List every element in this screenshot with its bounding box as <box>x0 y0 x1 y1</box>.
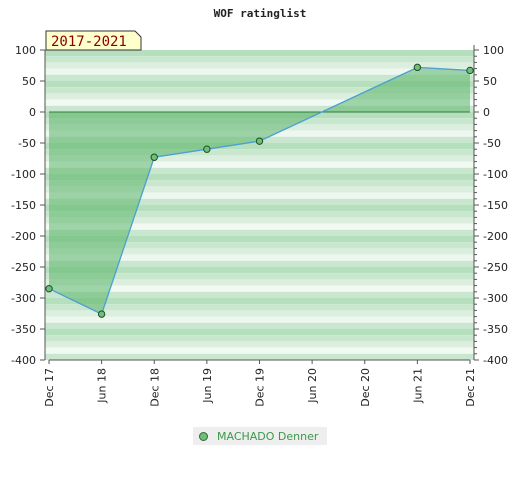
y-tick-label-left: -300 <box>11 292 36 305</box>
legend: MACHADO Denner <box>193 427 327 445</box>
band <box>45 99 474 106</box>
x-tick-label: Dec 21 <box>464 368 477 407</box>
band <box>45 68 474 75</box>
data-point <box>255 137 264 145</box>
background-bands <box>45 50 474 360</box>
band <box>45 341 474 348</box>
band <box>45 87 474 94</box>
y-tick-label-right: -200 <box>483 230 508 243</box>
data-point <box>97 310 106 318</box>
band <box>45 304 474 311</box>
band <box>45 254 474 261</box>
x-tick-label: Jun 18 <box>96 368 109 404</box>
band <box>45 74 474 81</box>
series-area <box>49 67 470 315</box>
chart-title: WOF ratinglist <box>214 7 307 20</box>
band <box>45 260 474 267</box>
band <box>45 298 474 305</box>
band <box>45 217 474 224</box>
band <box>45 186 474 193</box>
band <box>45 198 474 205</box>
band <box>45 143 474 150</box>
x-tick-label: Dec 19 <box>254 368 267 407</box>
band <box>45 211 474 218</box>
x-tick-label: Dec 18 <box>148 368 161 407</box>
legend-label: MACHADO Denner <box>217 429 319 443</box>
band <box>45 192 474 199</box>
period-badge: 2017-2021 <box>45 30 142 51</box>
y-tick-label-left: -350 <box>11 323 36 336</box>
y-tick-label-left: -200 <box>11 230 36 243</box>
band <box>45 322 474 329</box>
y-tick-label-left: -50 <box>18 137 36 150</box>
period-badge-label: 2017-2021 <box>51 34 127 50</box>
band <box>45 50 474 57</box>
y-tick-label-left: 100 <box>15 44 36 57</box>
band <box>45 329 474 336</box>
data-point <box>203 145 211 153</box>
data-point <box>150 153 158 161</box>
x-tick-label: Jun 19 <box>201 368 214 404</box>
band <box>45 93 474 100</box>
y-tick-label-left: -150 <box>11 199 36 212</box>
band <box>45 285 474 292</box>
band <box>45 81 474 88</box>
band <box>45 180 474 187</box>
band <box>45 347 474 354</box>
y-tick-label-right: -350 <box>483 323 508 336</box>
x-tick-label: Jun 21 <box>411 368 424 404</box>
band <box>45 242 474 249</box>
band <box>45 273 474 280</box>
band <box>45 161 474 168</box>
band <box>45 335 474 342</box>
band <box>45 155 474 162</box>
y-tick-label-right: -300 <box>483 292 508 305</box>
band <box>45 56 474 63</box>
band <box>45 248 474 255</box>
band <box>45 316 474 323</box>
y-tick-label-right: 0 <box>483 106 490 119</box>
x-tick-label: Jun 20 <box>306 368 319 404</box>
band <box>45 174 474 181</box>
data-point <box>466 66 474 75</box>
band <box>45 236 474 243</box>
band <box>45 62 474 69</box>
band <box>45 279 474 286</box>
y-tick-label-left: -100 <box>11 168 36 181</box>
data-point <box>45 285 53 293</box>
band <box>45 205 474 212</box>
y-tick-label-right: 100 <box>483 44 504 57</box>
band <box>45 105 474 112</box>
y-tick-label-right: -50 <box>483 137 501 150</box>
band <box>45 267 474 274</box>
y-tick-label-left: -250 <box>11 261 36 274</box>
y-tick-label-left: -400 <box>11 354 36 367</box>
data-point <box>413 63 422 72</box>
y-tick-label-right: -400 <box>483 354 508 367</box>
x-tick-label: Dec 17 <box>43 368 56 407</box>
band <box>45 149 474 156</box>
band <box>45 353 474 360</box>
y-tick-label-right: -150 <box>483 199 508 212</box>
y-tick-label-right: -100 <box>483 168 508 181</box>
legend-marker-icon <box>199 431 208 441</box>
band <box>45 229 474 236</box>
band <box>45 291 474 298</box>
band <box>45 310 474 317</box>
x-tick-label: Dec 20 <box>359 368 372 407</box>
y-tick-label-left: 0 <box>29 106 36 119</box>
band <box>45 223 474 230</box>
y-tick-label-right: 50 <box>483 75 497 88</box>
band <box>45 167 474 174</box>
y-tick-label-right: -250 <box>483 261 508 274</box>
y-tick-label-left: 50 <box>22 75 36 88</box>
